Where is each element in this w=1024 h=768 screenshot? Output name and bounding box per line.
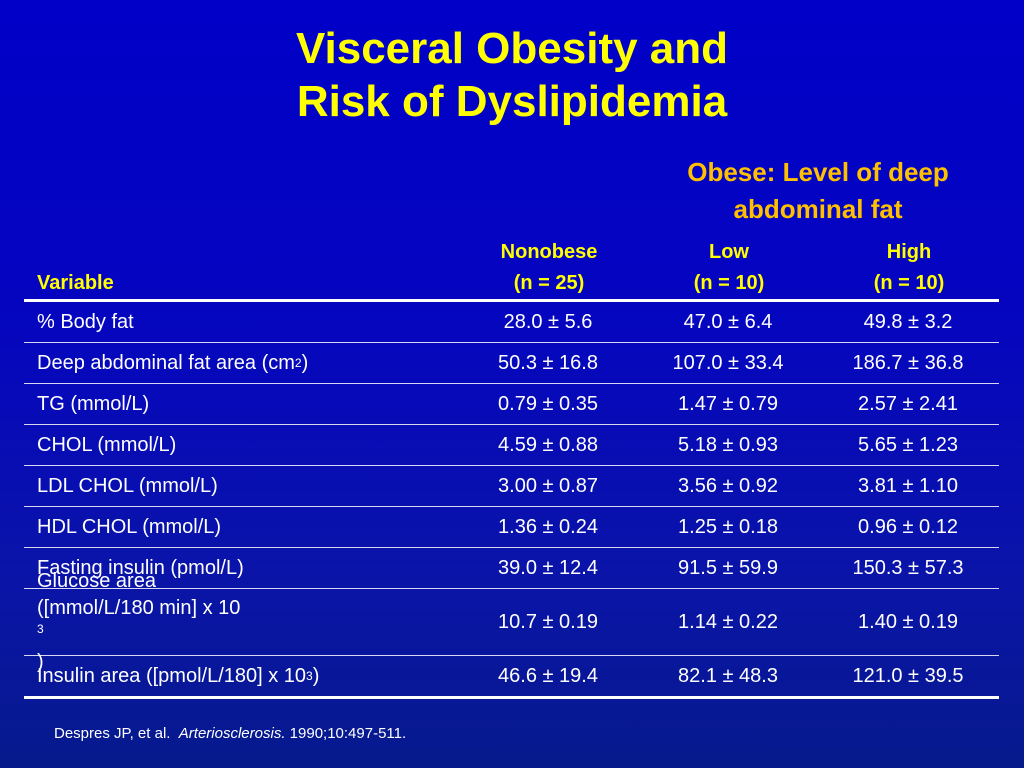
data-table: % Body fat 28.0 ± 5.6 47.0 ± 6.4 49.8 ± … <box>24 299 999 699</box>
cell-variable-text: Insulin area ([pmol/L/180] x 10 <box>37 664 307 687</box>
column-header-low-label: Low <box>709 241 749 263</box>
cell-nonobese: 50.3 ± 16.8 <box>498 351 598 374</box>
cell-high: 186.7 ± 36.8 <box>852 351 964 374</box>
cell-low: 47.0 ± 6.4 <box>683 310 773 333</box>
cell-variable: TG (mmol/L) <box>37 392 150 415</box>
cell-low: 82.1 ± 48.3 <box>678 664 778 687</box>
table-row: % Body fat 28.0 ± 5.6 47.0 ± 6.4 49.8 ± … <box>24 302 999 343</box>
cell-low: 1.47 ± 0.79 <box>678 392 778 415</box>
cell-high: 0.96 ± 0.12 <box>858 515 958 538</box>
cell-low: 3.56 ± 0.92 <box>678 474 778 497</box>
cell-high: 2.57 ± 2.41 <box>858 392 958 415</box>
table-top-rule <box>24 299 999 302</box>
cell-variable-suffix: ) <box>301 351 309 374</box>
column-header-nonobese-n: (n = 25) <box>513 272 585 294</box>
cell-low: 107.0 ± 33.4 <box>672 351 784 374</box>
cell-variable-two-line: Glucose area ([mmol/L/180 min] x 10 3) <box>37 568 240 676</box>
table-row: LDL CHOL (mmol/L) 3.00 ± 0.87 3.56 ± 0.9… <box>24 466 999 507</box>
cell-variable: HDL CHOL (mmol/L) <box>37 515 222 538</box>
column-header-low: Low (n = 10) <box>646 237 812 299</box>
cell-variable-suffix: ) <box>37 651 44 673</box>
cell-variable: LDL CHOL (mmol/L) <box>37 474 218 497</box>
column-header-nonobese: Nonobese (n = 25) <box>466 237 632 299</box>
table-row: Deep abdominal fat area (cm 2) 50.3 ± 16.… <box>24 343 999 384</box>
cell-variable: % Body fat <box>37 310 134 333</box>
cell-high: 121.0 ± 39.5 <box>852 664 964 687</box>
slide-title: Visceral Obesity and Risk of Dyslipidemi… <box>0 22 1024 128</box>
column-header-high-n: (n = 10) <box>873 272 945 294</box>
cell-nonobese: 10.7 ± 0.19 <box>498 610 598 633</box>
cell-nonobese: 3.00 ± 0.87 <box>498 474 598 497</box>
cell-variable: Fasting insulin (pmol/L) <box>37 556 244 579</box>
column-header-nonobese-label: Nonobese <box>500 241 598 263</box>
cell-variable-suffix: ) <box>312 664 320 687</box>
superscript: 3 <box>37 622 44 636</box>
column-header-high-label: High <box>886 241 932 263</box>
cell-high: 3.81 ± 1.10 <box>858 474 958 497</box>
cell-variable: CHOL (mmol/L) <box>37 433 177 456</box>
cell-high: 49.8 ± 3.2 <box>863 310 953 333</box>
table-row: Glucose area ([mmol/L/180 min] x 10 3) 10… <box>24 570 999 673</box>
citation-authors: Despres JP, et al. <box>54 725 171 742</box>
cell-low: 1.14 ± 0.22 <box>678 610 778 633</box>
cell-nonobese: 0.79 ± 0.35 <box>498 392 598 415</box>
cell-variable-line-1: Glucose area <box>37 570 156 592</box>
cell-variable-text: Deep abdominal fat area (cm <box>37 351 295 374</box>
citation-journal: Arteriosclerosis. <box>178 725 286 742</box>
cell-variable: Insulin area ([pmol/L/180] x 10 3) <box>37 664 320 687</box>
slide-title-line-1: Visceral Obesity and <box>295 24 729 73</box>
cell-high: 5.65 ± 1.23 <box>858 433 958 456</box>
obese-group-header: Obese: Level of deep abdominal fat <box>642 154 994 228</box>
cell-nonobese: 4.59 ± 0.88 <box>498 433 598 456</box>
table-row: TG (mmol/L) 0.79 ± 0.35 1.47 ± 0.79 2.57… <box>24 384 999 425</box>
cell-nonobese: 28.0 ± 5.6 <box>503 310 593 333</box>
cell-low: 1.25 ± 0.18 <box>678 515 778 538</box>
cell-nonobese: 39.0 ± 12.4 <box>498 556 598 579</box>
cell-low: 5.18 ± 0.93 <box>678 433 778 456</box>
table-row: Insulin area ([pmol/L/180] x 10 3) 46.6 ±… <box>24 656 999 696</box>
cell-high: 150.3 ± 57.3 <box>852 556 964 579</box>
slide-title-line-2: Risk of Dyslipidemia <box>296 77 728 126</box>
column-header-high: High (n = 10) <box>826 237 992 299</box>
citation-details: 1990;10:497-511. <box>289 725 407 742</box>
column-header-low-n: (n = 10) <box>693 272 765 294</box>
cell-high: 1.40 ± 0.19 <box>858 610 958 633</box>
cell-variable: Deep abdominal fat area (cm 2) <box>37 351 309 374</box>
cell-variable: Glucose area ([mmol/L/180 min] x 10 3) <box>37 570 477 673</box>
obese-group-header-line-1: Obese: Level of deep <box>687 157 949 187</box>
table-row: Fasting insulin (pmol/L) 39.0 ± 12.4 91.… <box>24 548 999 589</box>
cell-low: 91.5 ± 59.9 <box>678 556 778 579</box>
obese-group-header-line-2: abdominal fat <box>733 194 903 224</box>
table-bottom-rule <box>24 696 999 699</box>
table-row: CHOL (mmol/L) 4.59 ± 0.88 5.18 ± 0.93 5.… <box>24 425 999 466</box>
cell-nonobese: 46.6 ± 19.4 <box>498 664 598 687</box>
cell-variable-line-2: ([mmol/L/180 min] x 10 3) <box>37 595 240 676</box>
citation: Despres JP, et al. Arteriosclerosis. 199… <box>54 725 406 742</box>
table-row: HDL CHOL (mmol/L) 1.36 ± 0.24 1.25 ± 0.1… <box>24 507 999 548</box>
column-header-variable: Variable <box>37 272 114 294</box>
cell-nonobese: 1.36 ± 0.24 <box>498 515 598 538</box>
cell-variable-line-2-text: ([mmol/L/180 min] x 10 <box>37 597 241 619</box>
